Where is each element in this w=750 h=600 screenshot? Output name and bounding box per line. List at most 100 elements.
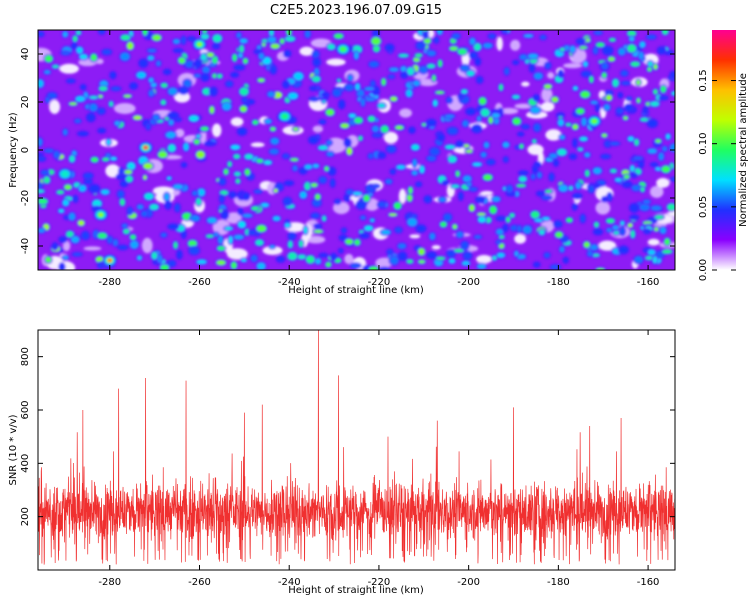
heatmap-cell [62,255,69,260]
heatmap-cell [603,104,610,111]
heatmap-cell [102,157,110,162]
heatmap-cell [643,107,648,114]
heatmap-cell [480,190,494,196]
heatmap-cell [415,53,423,57]
heatmap-cell [168,224,179,229]
heatmap-cell [542,217,550,220]
heatmap-cell [239,105,247,113]
heatmap-cell [257,262,266,270]
heatmap-cell [639,204,650,211]
heatmap-cell [581,71,591,77]
heatmap-cell [334,33,344,39]
heatmap-cell [512,95,520,99]
heatmap-cell [423,31,428,38]
heatmap-cell [309,136,318,144]
heatmap-cell [469,187,478,191]
heatmap-cell [585,38,591,42]
heatmap-peak [592,120,596,123]
heatmap-cell [126,162,136,171]
heatmap-cell [344,194,350,202]
heatmap-cell [113,102,136,114]
heatmap-cell [566,217,573,223]
heatmap-cell [106,139,111,146]
heatmap-cell [406,193,413,202]
heatmap-cell [601,62,608,70]
heatmap-cell [143,175,147,180]
heatmap-cell [200,126,209,131]
heatmap-cell [610,169,617,173]
heatmap-cell [98,30,105,34]
heatmap-cell [148,90,154,97]
heatmap-cell [356,201,366,209]
heatmap-cell [211,123,222,138]
snr-y-tick-label: 800 [20,347,31,366]
heatmap-cell [566,123,571,127]
heatmap-cell [551,96,559,103]
heatmap-cell [630,215,639,220]
heatmap-cell [480,108,490,117]
heatmap-cell [157,151,168,159]
heatmap-cell [237,128,247,135]
heatmap-cell [601,154,611,159]
heatmap-cell [594,222,599,228]
heatmap-cell [458,94,464,99]
heatmap-cell [53,151,60,159]
heatmap-cell [458,192,463,201]
heatmap-cell [472,125,482,133]
heatmap-x-tick-label: -180 [547,277,570,288]
heatmap-cell [326,140,332,145]
heatmap-cell [239,38,248,44]
heatmap-cell [427,156,436,161]
heatmap-cell [62,31,68,38]
heatmap-cell [516,184,526,188]
heatmap-cell [95,256,104,263]
heatmap-cell [168,112,179,119]
heatmap-cell [640,187,645,193]
heatmap-cell [589,244,598,250]
heatmap-cell [80,85,86,90]
heatmap-cell [484,142,489,148]
heatmap-cell [503,157,508,162]
heatmap-cell [322,215,326,222]
heatmap-cell [656,177,670,188]
heatmap-cell [225,81,233,87]
heatmap-cell [304,164,313,170]
heatmap-cell [234,171,241,176]
heatmap-cell [235,179,240,184]
heatmap-cell [217,246,226,251]
heatmap-cell [588,185,595,193]
heatmap-cell [503,224,508,232]
heatmap-cell [477,212,486,216]
heatmap-cell [606,218,615,224]
heatmap-cell [231,72,239,77]
heatmap-cell [123,169,133,175]
heatmap-cell [310,182,318,188]
heatmap-cell [340,123,350,129]
heatmap-cell [393,202,402,210]
heatmap-cell [401,72,408,78]
heatmap-cell [38,79,44,88]
heatmap-cell [98,128,106,133]
heatmap-cell [649,185,664,198]
heatmap-cell [177,250,182,259]
heatmap-cell [319,253,328,257]
heatmap-cell [476,76,483,83]
heatmap-cell [241,258,247,262]
heatmap-cell [448,155,457,163]
heatmap-cell [418,259,426,264]
heatmap-cell [267,91,275,97]
heatmap-cell [285,36,296,42]
heatmap-cell [206,52,215,58]
heatmap-cell [537,172,542,179]
heatmap-cell [466,108,476,115]
heatmap-cell [360,233,369,238]
heatmap-cell [398,53,409,58]
heatmap-cell [665,133,671,140]
heatmap-cell [368,266,379,270]
heatmap-cell [437,134,445,141]
heatmap-cell [496,252,505,258]
snr-x-tick-label: -260 [188,577,211,588]
heatmap-cell [74,119,81,123]
heatmap-cell [306,235,326,244]
heatmap-cell [165,201,171,209]
